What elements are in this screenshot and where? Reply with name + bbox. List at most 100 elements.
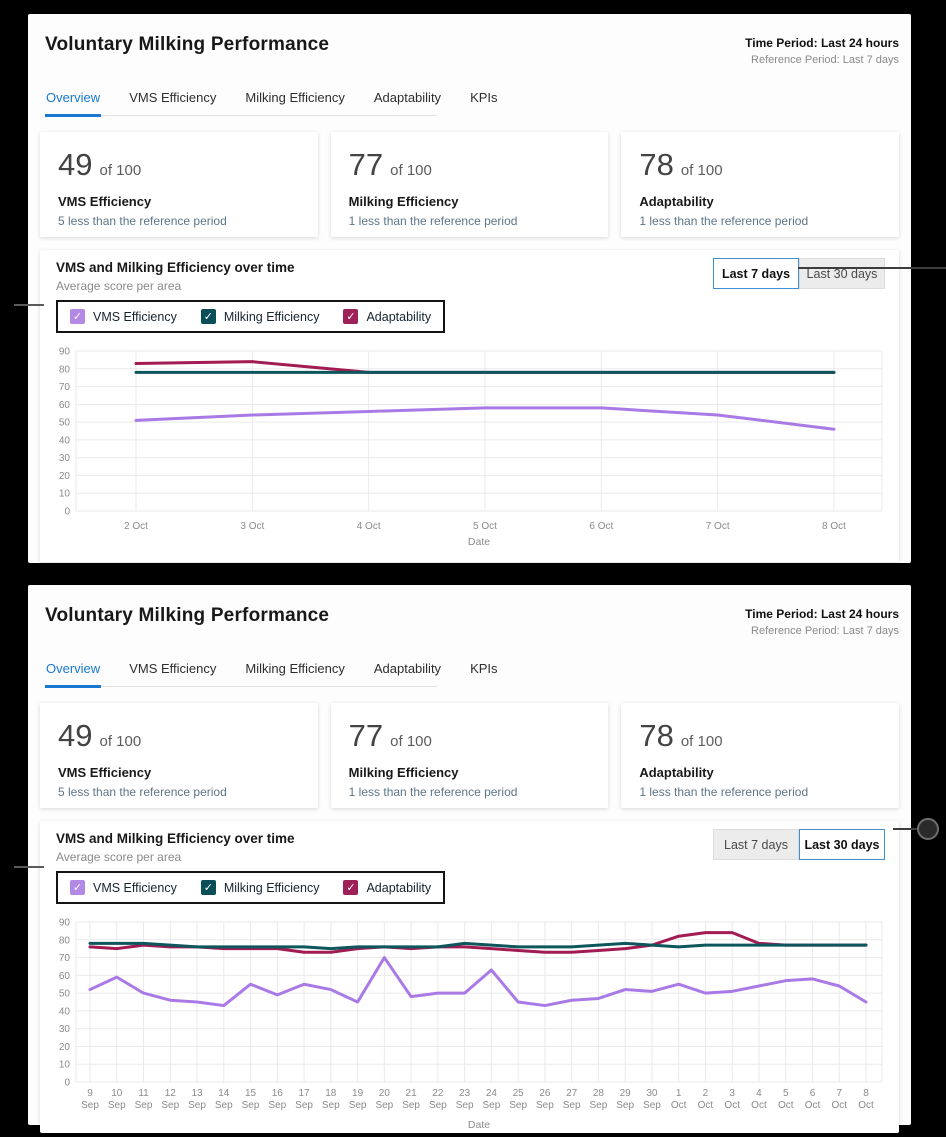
checkbox-adaptability[interactable]: ✓ [343, 880, 359, 895]
toggle-last-30-days-button[interactable]: Last 30 days [799, 258, 885, 289]
svg-text:Oct: Oct [724, 1100, 740, 1111]
tab-vms-efficiency[interactable]: VMS Efficiency [129, 90, 217, 105]
svg-text:Sep: Sep [161, 1100, 179, 1111]
svg-text:Sep: Sep [616, 1100, 634, 1111]
svg-text:Sep: Sep [242, 1100, 260, 1111]
svg-text:0: 0 [64, 507, 70, 518]
kpi-value: 49 [58, 147, 93, 182]
svg-text:15: 15 [245, 1088, 257, 1099]
kpi-name: Milking Efficiency [348, 765, 459, 780]
svg-text:12: 12 [165, 1088, 177, 1099]
svg-text:10: 10 [59, 1060, 71, 1071]
legend-label: Milking Efficiency [223, 309, 320, 324]
checkbox-vms-efficiency[interactable]: ✓ [70, 309, 85, 324]
tab-adaptability[interactable]: Adaptability [373, 90, 442, 105]
legend-label: Adaptability [366, 309, 432, 324]
time-range-toggle: Last 7 days Last 30 days [713, 258, 885, 289]
tab-milking-efficiency[interactable]: Milking Efficiency [245, 661, 345, 676]
svg-text:Date: Date [468, 1119, 490, 1131]
check-icon: ✓ [203, 310, 213, 323]
kpi-value: 78 [639, 718, 674, 753]
svg-text:Oct: Oct [698, 1100, 714, 1111]
kpi-card-milking-efficiency: 77 of 100 Milking Efficiency 1 less than… [330, 132, 609, 237]
chart-legend-annotated-box: ✓ VMS Efficiency ✓ Milking Efficiency ✓ … [56, 300, 446, 333]
checkbox-milking-efficiency[interactable]: ✓ [200, 880, 216, 895]
panel-header: Voluntary Milking Performance Time Perio… [40, 14, 899, 66]
reference-period-label: Reference Period: Last 7 days [751, 625, 899, 637]
svg-text:Sep: Sep [295, 1100, 313, 1111]
checkbox-milking-efficiency[interactable]: ✓ [200, 309, 216, 324]
svg-text:20: 20 [59, 471, 71, 482]
svg-text:Sep: Sep [643, 1100, 661, 1111]
svg-text:24: 24 [486, 1088, 498, 1099]
svg-text:70: 70 [59, 953, 71, 964]
svg-text:5: 5 [783, 1088, 789, 1099]
svg-text:70: 70 [59, 382, 71, 393]
kpi-value: 78 [639, 147, 674, 182]
svg-text:22: 22 [432, 1088, 444, 1099]
kpi-card-vms-efficiency: 49 of 100 VMS Efficiency 5 less than the… [40, 703, 318, 808]
svg-text:50: 50 [59, 989, 71, 1000]
tab-kpis[interactable]: KPIs [470, 661, 498, 676]
kpi-score: 77 of 100 [349, 718, 591, 754]
tab-kpis[interactable]: KPIs [470, 90, 498, 105]
svg-text:Date: Date [468, 536, 490, 548]
kpi-max: of 100 [99, 733, 142, 750]
svg-text:Sep: Sep [108, 1100, 126, 1111]
kpi-value: 77 [348, 718, 384, 753]
svg-text:0: 0 [64, 1078, 70, 1089]
legend-item-milking-efficiency: ✓ Milking Efficiency [200, 880, 320, 895]
kpi-score: 77 of 100 [349, 147, 591, 183]
svg-text:18: 18 [325, 1088, 337, 1099]
tab-bar: Overview VMS Efficiency Milking Efficien… [45, 86, 498, 117]
annotation-line-toggle-bottom [893, 828, 921, 830]
chart-title: VMS and Milking Efficiency over time [56, 831, 295, 846]
svg-text:13: 13 [191, 1088, 203, 1099]
chart-card: VMS and Milking Efficiency over time Ave… [40, 250, 899, 562]
svg-text:28: 28 [593, 1088, 605, 1099]
toggle-last-30-days-button[interactable]: Last 30 days [799, 829, 885, 860]
toggle-last-7-days-button[interactable]: Last 7 days [713, 258, 799, 289]
svg-text:20: 20 [379, 1088, 391, 1099]
legend-label: Milking Efficiency [223, 880, 320, 895]
svg-text:29: 29 [620, 1088, 632, 1099]
annotation-line-toggle-top [798, 267, 946, 269]
checkbox-adaptability[interactable]: ✓ [343, 309, 359, 324]
kpi-cards-row: 49 of 100 VMS Efficiency 5 less than the… [40, 132, 900, 237]
svg-text:Sep: Sep [563, 1100, 581, 1111]
svg-text:16: 16 [272, 1088, 284, 1099]
svg-text:6 Oct: 6 Oct [589, 521, 613, 532]
svg-text:3: 3 [729, 1088, 735, 1099]
kpi-delta: 1 less than the reference period [348, 214, 518, 228]
kpi-cards-row: 49 of 100 VMS Efficiency 5 less than the… [40, 703, 900, 808]
tab-overview[interactable]: Overview [45, 86, 102, 117]
check-icon: ✓ [346, 881, 356, 894]
chart-card: VMS and Milking Efficiency over time Ave… [40, 821, 899, 1133]
tab-adaptability[interactable]: Adaptability [373, 661, 442, 676]
tab-overview[interactable]: Overview [45, 657, 102, 688]
kpi-name: VMS Efficiency [58, 194, 152, 209]
legend-item-vms-efficiency: ✓ VMS Efficiency [70, 309, 177, 324]
tab-vms-efficiency[interactable]: VMS Efficiency [129, 661, 217, 676]
svg-text:50: 50 [59, 418, 71, 429]
kpi-name: VMS Efficiency [58, 765, 152, 780]
tab-milking-efficiency[interactable]: Milking Efficiency [245, 90, 345, 105]
legend-label: Adaptability [366, 880, 432, 895]
svg-text:7: 7 [836, 1088, 842, 1099]
chart-legend-annotated-box: ✓ VMS Efficiency ✓ Milking Efficiency ✓ … [56, 871, 446, 904]
toggle-last-7-days-button[interactable]: Last 7 days [713, 829, 799, 860]
period-info: Time Period: Last 24 hours Reference Per… [745, 605, 899, 637]
svg-text:4: 4 [756, 1088, 762, 1099]
kpi-delta: 5 less than the reference period [58, 785, 227, 799]
line-chart-30-days: 01020304050607080909Sep10Sep11Sep12Sep13… [59, 918, 883, 1131]
svg-text:Sep: Sep [482, 1100, 500, 1111]
svg-text:30: 30 [59, 1024, 71, 1035]
kpi-max: of 100 [680, 162, 723, 179]
checkbox-vms-efficiency[interactable]: ✓ [70, 880, 85, 895]
annotation-callout-circle [917, 818, 939, 840]
page-title: Voluntary Milking Performance [45, 605, 330, 626]
dashboard-panel-last-7-days: Voluntary Milking Performance Time Perio… [28, 14, 911, 563]
legend-item-adaptability: ✓ Adaptability [343, 880, 431, 895]
legend-item-milking-efficiency: ✓ Milking Efficiency [200, 309, 320, 324]
kpi-value: 49 [58, 718, 93, 753]
